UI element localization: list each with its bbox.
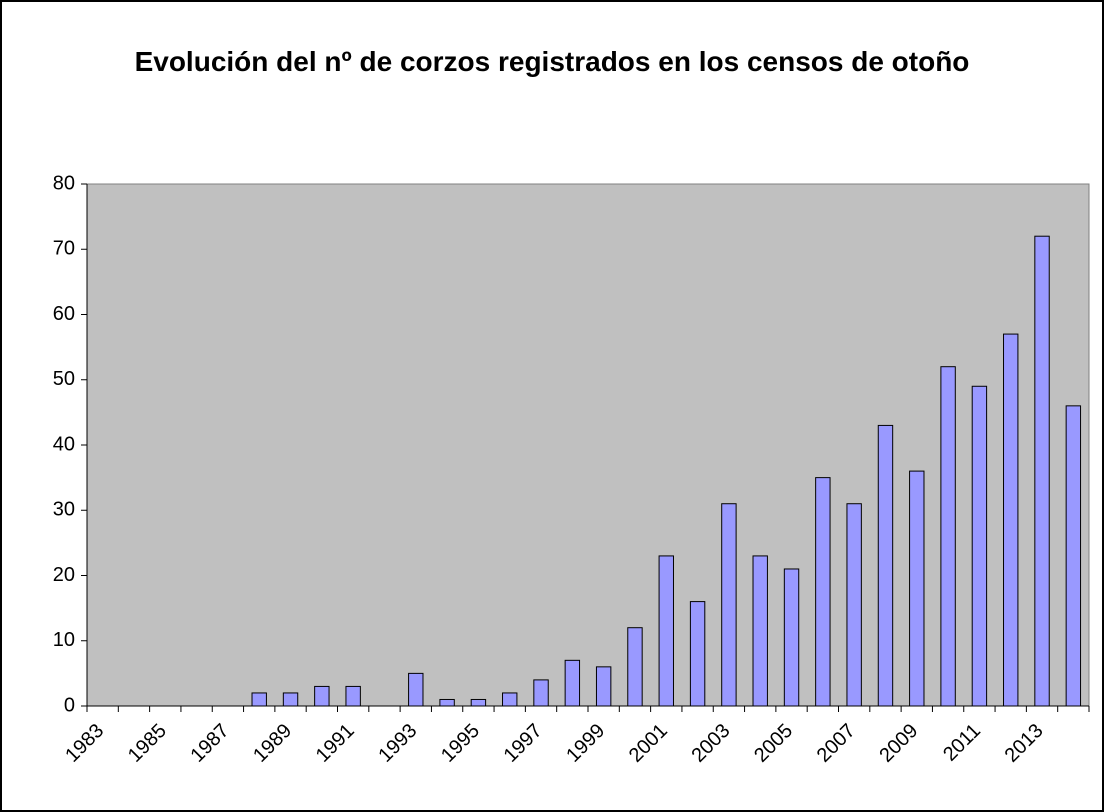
bar bbox=[846, 503, 862, 707]
y-tick-label: 30 bbox=[53, 499, 75, 521]
bar bbox=[658, 555, 674, 707]
bar bbox=[439, 698, 455, 707]
bar bbox=[783, 568, 800, 707]
bar bbox=[533, 679, 549, 707]
y-tick-label: 0 bbox=[64, 694, 75, 716]
y-tick-label: 70 bbox=[53, 238, 75, 260]
bar bbox=[502, 692, 518, 707]
plot-area bbox=[86, 183, 1090, 707]
bar bbox=[564, 659, 581, 707]
y-tick-label: 10 bbox=[53, 629, 75, 651]
bar bbox=[971, 385, 988, 707]
y-tick-label: 80 bbox=[53, 172, 75, 194]
bar bbox=[345, 685, 361, 707]
bar bbox=[595, 666, 612, 707]
bar bbox=[721, 503, 737, 707]
bar bbox=[470, 698, 487, 707]
bar bbox=[877, 424, 894, 707]
bar bbox=[251, 692, 267, 707]
y-tick-label: 50 bbox=[53, 368, 75, 390]
bar bbox=[940, 366, 956, 707]
bar bbox=[909, 470, 925, 707]
bar bbox=[1034, 235, 1050, 707]
bar bbox=[1003, 333, 1019, 707]
bar bbox=[408, 672, 424, 707]
y-tick-label: 60 bbox=[53, 303, 75, 325]
bar bbox=[282, 692, 299, 707]
bar bbox=[627, 627, 643, 707]
y-tick-label: 40 bbox=[53, 433, 75, 455]
chart-title: Evolución del nº de corzos registrados e… bbox=[134, 46, 970, 77]
bar bbox=[752, 555, 768, 707]
bar bbox=[1065, 405, 1082, 707]
bar bbox=[689, 601, 706, 707]
bar bbox=[314, 685, 330, 707]
y-tick-label: 20 bbox=[53, 564, 75, 586]
bar bbox=[815, 477, 831, 707]
